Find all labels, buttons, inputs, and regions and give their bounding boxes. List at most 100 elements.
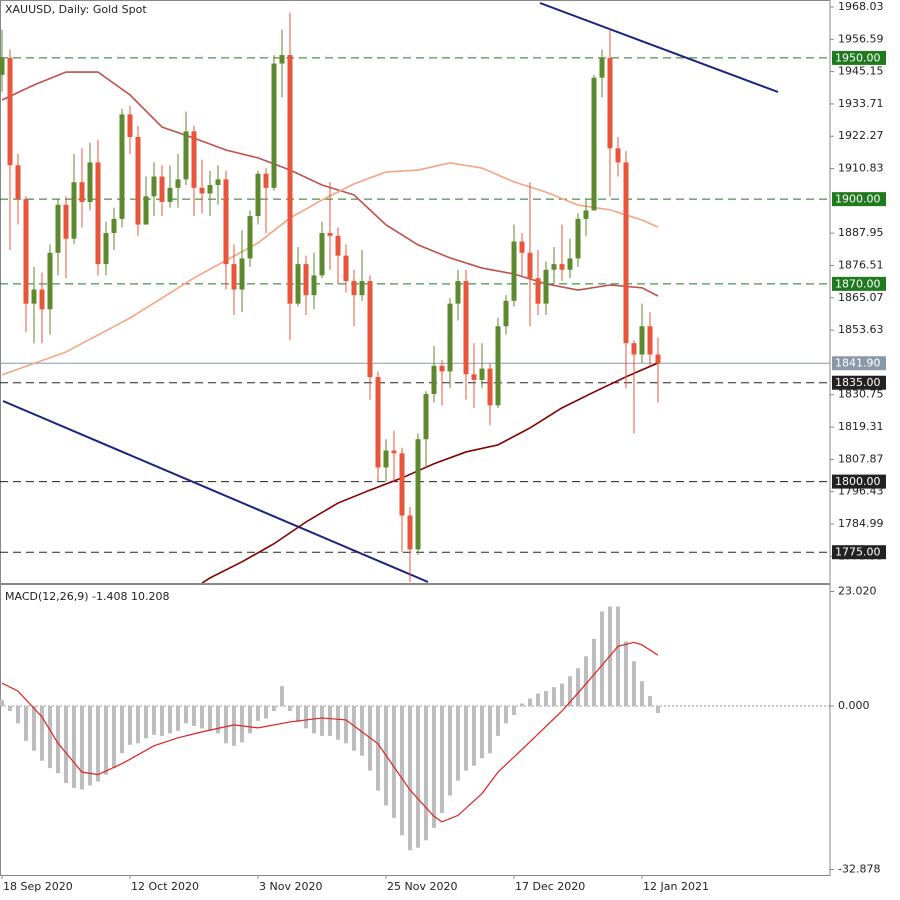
macd-bar — [80, 706, 84, 790]
candle-body — [351, 281, 357, 296]
plot-frame — [0, 0, 831, 876]
candle-body — [647, 326, 653, 355]
candle-body — [559, 264, 565, 270]
candle-body — [455, 281, 461, 304]
candle-body — [223, 179, 229, 265]
candle-body — [191, 131, 197, 188]
y-tick-label: 1933.71 — [838, 97, 884, 110]
macd-bar — [0, 700, 4, 707]
candle-body — [95, 162, 101, 265]
candle-body — [439, 365, 445, 372]
macd-bar — [144, 706, 148, 739]
y-tick-label: 1807.87 — [838, 452, 884, 465]
trend-line — [2, 400, 429, 583]
candle-body — [167, 187, 173, 202]
candle-body — [391, 450, 397, 454]
level-label: 1800.00 — [835, 475, 881, 488]
candle-body — [519, 241, 525, 253]
candle-body — [407, 515, 413, 550]
macd-bar — [624, 641, 628, 707]
candle-body — [423, 394, 429, 440]
macd-bar — [208, 706, 212, 731]
candle-body — [151, 176, 157, 197]
macd-bar — [448, 706, 452, 796]
macd-bar — [656, 706, 660, 714]
candle-body — [431, 365, 437, 395]
macd-bar — [248, 706, 252, 734]
macd-bar — [8, 706, 12, 711]
macd-bar — [224, 706, 228, 744]
candle-body — [383, 450, 389, 468]
candle-body — [463, 281, 469, 375]
candle-body — [303, 264, 309, 296]
y-tick-label: 1853.63 — [838, 323, 884, 336]
macd-bar — [112, 706, 116, 769]
macd-bar — [216, 706, 220, 734]
trend-line — [539, 2, 779, 93]
macd-bar — [24, 706, 28, 741]
candle-body — [159, 176, 165, 202]
y-tick-label: 1956.59 — [838, 32, 884, 45]
candle-body — [367, 281, 373, 378]
macd-bar — [568, 676, 572, 707]
macd-bar — [400, 706, 404, 836]
candle-body — [607, 57, 613, 149]
candle-body — [495, 326, 501, 406]
level-box — [832, 474, 886, 489]
moving-average — [1, 71, 659, 297]
level-box — [832, 192, 886, 207]
candle-body — [71, 182, 77, 239]
macd-bar — [232, 706, 236, 746]
macd-bar — [280, 686, 284, 707]
candle-body — [231, 264, 237, 290]
candle-body — [15, 165, 21, 200]
y-tick-label: 23.020 — [838, 585, 877, 598]
macd-bar — [240, 706, 244, 743]
macd-bar — [376, 706, 380, 791]
candle-body — [527, 252, 533, 279]
candle-body — [295, 264, 301, 304]
macd-bar — [192, 706, 196, 726]
candle-body — [567, 258, 573, 270]
macd-name: MACD(12,26,9) — [5, 590, 89, 603]
macd-bar — [312, 706, 316, 734]
macd-bar — [352, 706, 356, 751]
y-tick-label: -32.878 — [838, 863, 880, 876]
macd-bar — [320, 706, 324, 736]
macd-bar — [296, 706, 300, 722]
macd-title: MACD(12,26,9) -1.408 10.208 — [5, 590, 170, 603]
candle-body — [207, 185, 213, 194]
macd-bar — [600, 611, 604, 707]
signal-line — [1, 641, 659, 823]
candle-body — [479, 368, 485, 380]
macd-bar — [552, 687, 556, 707]
candle-body — [239, 258, 245, 290]
y-tick-label: 1830.75 — [838, 388, 884, 401]
candle-body — [575, 218, 581, 259]
candle-body — [623, 162, 629, 344]
candle-body — [535, 278, 541, 304]
candle-body — [143, 196, 149, 225]
candle-body — [375, 377, 381, 468]
candle-body — [287, 55, 293, 304]
candle-body — [7, 57, 13, 166]
candle-body — [543, 269, 549, 304]
candle-body — [415, 439, 421, 550]
macd-bar — [480, 706, 484, 759]
macd-bar — [136, 706, 140, 744]
candle-body — [111, 218, 117, 234]
level-label: 1870.00 — [835, 277, 881, 290]
candle-body — [599, 57, 605, 78]
axes: 1968.03 1956.59 1945.15 1933.71 1922.27 1910.… — [1, 0, 886, 893]
moving-average — [201, 362, 659, 583]
macd-bar — [200, 706, 204, 729]
macd-bar — [616, 606, 620, 707]
macd-bar — [344, 706, 348, 744]
macd-bar — [32, 706, 36, 751]
candle-body — [471, 374, 477, 380]
macd-signal-last: 10.208 — [131, 590, 170, 603]
y-tick-label: 1819.31 — [838, 420, 884, 433]
moving-average — [1, 162, 659, 376]
